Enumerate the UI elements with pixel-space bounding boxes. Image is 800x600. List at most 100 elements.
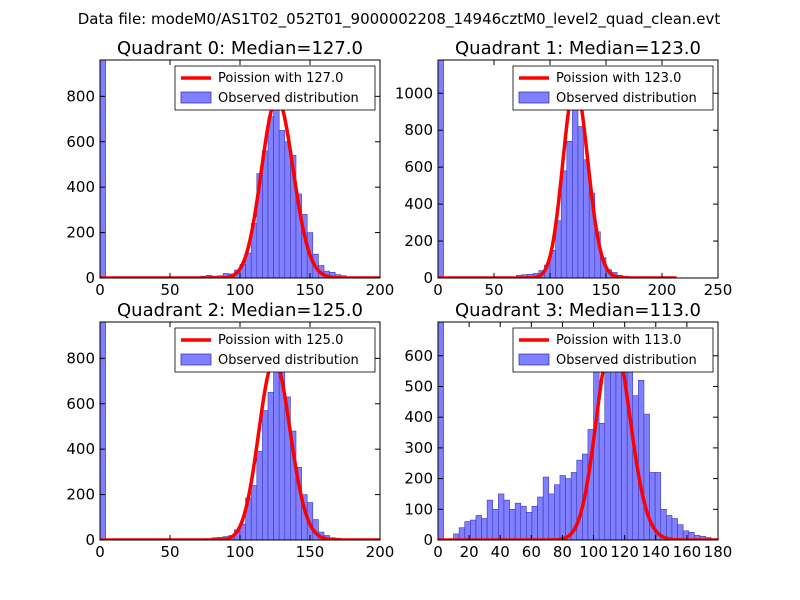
- histogram-bar: [576, 459, 583, 540]
- panel-title: Quadrant 3: Median=113.0: [455, 300, 701, 321]
- panel-title: Quadrant 1: Median=123.0: [455, 38, 701, 59]
- x-tick-label: 0: [433, 281, 443, 299]
- x-tick-label: 50: [484, 281, 503, 299]
- y-tick-label: 400: [404, 195, 433, 213]
- histogram-bar: [481, 518, 488, 540]
- y-tick-label: 400: [66, 440, 95, 458]
- histogram-bar: [577, 126, 584, 278]
- y-tick-label: 1000: [395, 84, 433, 102]
- histogram-bar: [593, 358, 600, 540]
- chart-panel-1: 0 50 100 150 200 250 0 200 400 600 800 1000 Quadrant…: [395, 38, 733, 299]
- x-tick-label: 250: [704, 281, 733, 299]
- plot-area: [438, 322, 718, 540]
- histogram-bar: [514, 502, 522, 540]
- chart-panel-3: 0 20 40 60 80 100 120 140 160 1800100200300400500…: [404, 300, 732, 561]
- histogram-bar: [458, 527, 466, 540]
- x-tick-label: 100: [579, 543, 608, 561]
- x-tick-label: 150: [296, 281, 325, 299]
- legend-curve-label: Poission with 125.0: [218, 333, 343, 348]
- x-tick-label: 150: [592, 281, 621, 299]
- y-tick-label: 100: [404, 500, 433, 518]
- legend-curve-label: Poission with 113.0: [556, 333, 681, 348]
- plot-area: [100, 322, 380, 540]
- panel-title: Quadrant 0: Median=127.0: [117, 38, 363, 59]
- histogram-bar: [548, 493, 555, 540]
- histogram-bar: [677, 524, 684, 540]
- y-tick-label: 600: [404, 158, 433, 176]
- histogram-bar: [638, 380, 645, 540]
- x-tick-label: 100: [536, 281, 565, 299]
- legend: Poission with 123.0 Observed distribution: [512, 65, 714, 111]
- histogram-bar: [520, 505, 527, 540]
- histogram-bar: [256, 451, 263, 540]
- legend-curve-label: Poission with 127.0: [218, 71, 343, 86]
- y-tick-label: 800: [66, 87, 95, 105]
- histogram-bar: [278, 130, 286, 278]
- histogram-bar: [509, 508, 516, 540]
- x-tick-label: 0: [433, 543, 443, 561]
- histogram-bar: [262, 150, 269, 278]
- histogram-bar: [537, 496, 544, 540]
- y-tick-label: 600: [404, 347, 433, 365]
- plot-area: [100, 60, 380, 278]
- poisson-curve: [438, 334, 718, 540]
- x-tick-label: 100: [226, 281, 255, 299]
- legend-bar-swatch: [180, 91, 212, 104]
- y-tick-label: 800: [66, 349, 95, 367]
- legend-bar-label: Observed distribution: [556, 91, 697, 106]
- x-tick-label: 0: [95, 543, 105, 561]
- y-tick-label: 800: [404, 121, 433, 139]
- y-tick-label: 0: [423, 269, 433, 287]
- histogram-bar: [554, 484, 561, 540]
- histogram-bar: [498, 493, 505, 540]
- x-tick-label: 40: [491, 543, 510, 561]
- y-tick-label: 200: [404, 232, 433, 250]
- legend-bar-swatch: [518, 91, 550, 104]
- histogram-bar: [438, 322, 444, 540]
- histogram-bar: [267, 116, 274, 278]
- legend: Poission with 127.0 Observed distribution: [174, 65, 376, 111]
- legend-bar-swatch: [518, 353, 550, 366]
- y-tick-label: 600: [66, 395, 95, 413]
- histogram-bar: [284, 141, 291, 278]
- plot-area: [438, 60, 678, 278]
- x-tick-label: 60: [522, 543, 541, 561]
- histogram-bar: [565, 478, 572, 540]
- histogram-bar: [531, 505, 538, 540]
- poisson-curve: [100, 96, 380, 278]
- histogram-bar: [250, 485, 258, 540]
- poisson-curve: [100, 358, 380, 540]
- x-tick-label: 100: [226, 543, 255, 561]
- x-tick-label: 120: [610, 543, 639, 561]
- legend-curve-label: Poission with 123.0: [556, 71, 681, 86]
- y-tick-label: 500: [404, 377, 433, 395]
- histogram-bar: [267, 392, 274, 540]
- y-tick-label: 200: [404, 470, 433, 488]
- histogram-bar: [273, 109, 280, 278]
- histogram-bar: [486, 499, 494, 540]
- poisson-curve: [438, 83, 678, 278]
- histogram-bar: [438, 60, 444, 278]
- x-tick-label: 80: [553, 543, 572, 561]
- chart-panel-2: 0 50 100 150 200 0 200 400 600 800 Quadrant 2: Med…: [66, 300, 394, 561]
- x-tick-label: 200: [366, 281, 395, 299]
- y-tick-label: 200: [66, 486, 95, 504]
- histogram-bar: [273, 358, 280, 540]
- histogram-bar: [654, 472, 662, 540]
- y-tick-label: 400: [66, 178, 95, 196]
- x-tick-label: 0: [95, 281, 105, 299]
- legend-bar-label: Observed distribution: [556, 353, 697, 368]
- axes-frame: [437, 321, 719, 541]
- legend-bar-label: Observed distribution: [218, 353, 359, 368]
- y-tick-label: 0: [85, 269, 95, 287]
- x-tick-label: 200: [366, 543, 395, 561]
- y-tick-label: 0: [85, 531, 95, 549]
- axes-frame: [437, 59, 719, 279]
- y-tick-label: 300: [404, 439, 433, 457]
- histogram-bar: [100, 322, 106, 540]
- histogram-bar: [566, 140, 573, 278]
- x-tick-label: 160: [673, 543, 702, 561]
- y-tick-label: 200: [66, 224, 95, 242]
- y-tick-label: 0: [423, 531, 433, 549]
